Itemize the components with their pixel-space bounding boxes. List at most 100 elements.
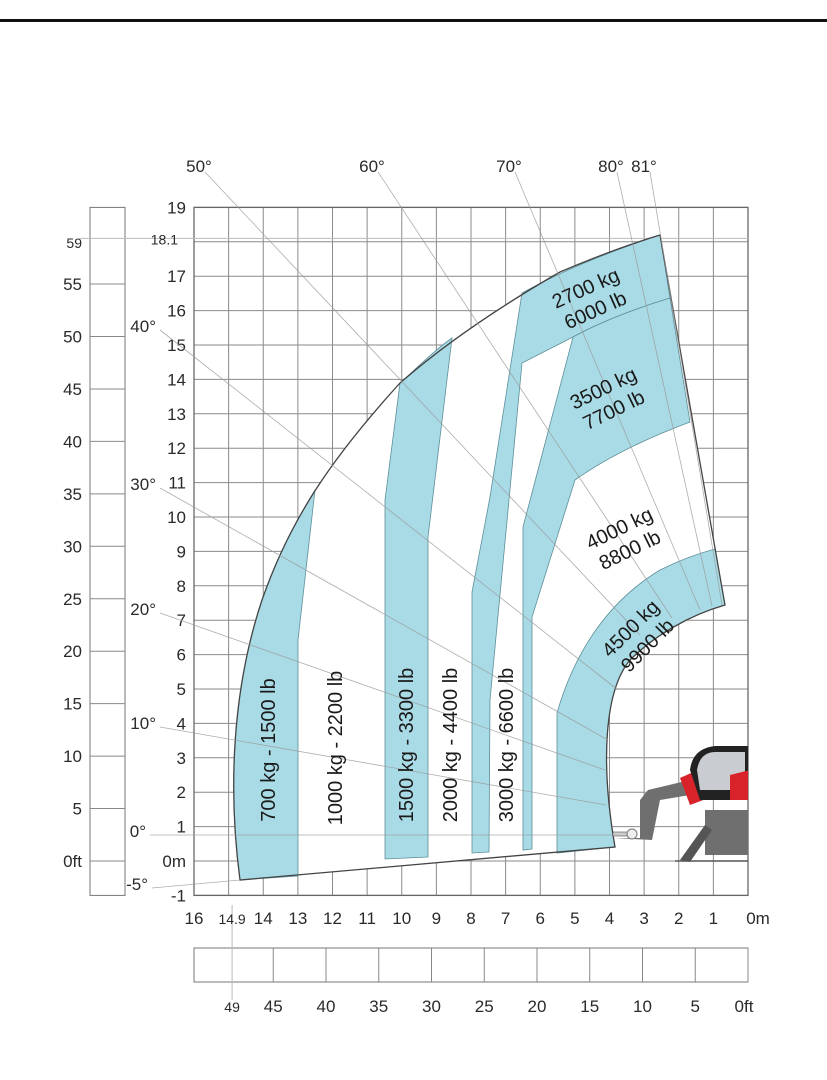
feet-tick-label-y: 30: [63, 537, 82, 556]
feet-tick-label-x: 35: [369, 997, 388, 1016]
y-tick-label: 0m: [162, 852, 186, 871]
feet-tick-label-y: 59: [66, 235, 82, 251]
fork-shape: [612, 831, 629, 837]
telehandler-illustration: [612, 746, 748, 862]
angle-line: [159, 487, 609, 741]
x-tick-label: 4: [605, 909, 614, 928]
angle-label: 0°: [130, 822, 146, 841]
x-tick-label: 6: [536, 909, 545, 928]
feet-tick-label-x: 10: [633, 997, 652, 1016]
x-tick-label: 1: [709, 909, 718, 928]
feet-tick-label-y: 45: [63, 380, 82, 399]
zone-label-3000kg: 3000 kg - 6600 lb: [496, 668, 518, 823]
y-tick-label: 8: [177, 577, 186, 596]
zone-label-2000kg: 2000 kg - 4400 lb: [440, 668, 462, 823]
load-zones: [233, 234, 726, 881]
angle-line: [159, 726, 607, 806]
body-red-shape: [730, 770, 748, 800]
feet-tick-label-y: 15: [63, 695, 82, 714]
x-tick-label: 8: [466, 909, 475, 928]
fork-carriage-shape: [626, 828, 638, 840]
angle-line: [649, 171, 723, 606]
y-tick-label: 3: [177, 749, 186, 768]
angle-label: 10°: [130, 714, 156, 733]
grid-frame: [193, 206, 749, 897]
y-tick-label: 12: [167, 439, 186, 458]
labels: 700 kg - 1500 lb 1000 kg - 2200 lb 1500 …: [258, 264, 679, 826]
feet-tick-label-x: 15: [580, 997, 599, 1016]
x-tick-label: 10: [392, 909, 411, 928]
x-tick-label: 16: [185, 909, 204, 928]
y-tick-label: 13: [167, 405, 186, 424]
angle-label: 30°: [130, 475, 156, 494]
feet-tick-label-x: 49: [224, 999, 240, 1015]
angle-line: [151, 879, 241, 889]
feet-tick-label-y: 40: [63, 432, 82, 451]
x-tick-label: 14.9: [218, 911, 245, 927]
feet-tick-label-y: 55: [63, 275, 82, 294]
angle-label: 20°: [130, 600, 156, 619]
y-tick-label: 10: [167, 508, 186, 527]
x-tick-label: 9: [432, 909, 441, 928]
angle-line: [514, 171, 701, 611]
zone-label-1000kg: 1000 kg - 2200 lb: [325, 671, 347, 826]
angle-label: 50°: [186, 157, 212, 176]
angle-line: [204, 171, 641, 636]
feet-tick-label-x: 25: [475, 997, 494, 1016]
y-tick-label: 15: [167, 336, 186, 355]
feet-tick-label-y: 35: [63, 485, 82, 504]
feet-scale-vertical: [89, 206, 126, 896]
x-tick-label: 11: [358, 909, 376, 928]
x-tick-label: 13: [288, 909, 307, 928]
zone-label-1500kg: 1500 kg - 3300 lb: [396, 668, 418, 823]
y-tick-label: 18.1: [151, 231, 178, 247]
x-tick-label: 5: [570, 909, 579, 928]
y-tick-label: 2: [177, 783, 186, 802]
y-tick-label: 9: [177, 542, 186, 561]
feet-tick-label-x: 20: [528, 997, 547, 1016]
angle-label: 80°: [598, 157, 624, 176]
angle-label: 60°: [359, 157, 385, 176]
angle-label: -5°: [126, 875, 148, 894]
y-tick-label: 17: [167, 267, 186, 286]
feet-tick-label-x: 45: [264, 997, 283, 1016]
top-divider: [0, 19, 827, 22]
feet-tick-label-y: 0ft: [63, 852, 82, 871]
y-tick-label: 19: [167, 198, 186, 217]
chassis-shape: [705, 810, 748, 855]
envelope-outline: [233, 234, 726, 881]
angle-line: [159, 329, 619, 691]
angle-label: 81°: [631, 157, 657, 176]
angle-line: [377, 171, 673, 619]
angle-label: 70°: [496, 157, 522, 176]
angle-line: [616, 171, 713, 607]
y-tick-label: 5: [177, 680, 186, 699]
feet-tick-label-x: 40: [317, 997, 336, 1016]
x-tick-label: 14: [254, 909, 273, 928]
feet-tick-label-x: 5: [691, 997, 700, 1016]
angle-lines: 50° 60° 70° 80° 81° 40° 30° 20° 10° 0° -5°: [126, 157, 723, 894]
zone-3500kg: [522, 297, 691, 851]
y-tick-label: 11: [168, 474, 186, 493]
y-tick-label: 16: [167, 302, 186, 321]
feet-tick-label-x: 0ft: [735, 997, 754, 1016]
feet-tick-label-y: 10: [63, 747, 82, 766]
y-tick-label: 4: [177, 714, 186, 733]
y-tick-label: 14: [167, 370, 186, 389]
feet-tick-label-y: 5: [73, 800, 82, 819]
y-tick-label: 6: [177, 646, 186, 665]
feet-scale-horizontal: [193, 947, 749, 983]
stabilizer-shape: [680, 825, 712, 862]
x-tick-label: 3: [639, 909, 648, 928]
angle-label: 40°: [130, 317, 156, 336]
boom-arm-shape: [615, 780, 690, 840]
zone-label-700kg: 700 kg - 1500 lb: [258, 678, 280, 821]
x-tick-label: 12: [323, 909, 342, 928]
feet-tick-label-x: 30: [422, 997, 441, 1016]
x-tick-label: 7: [501, 909, 510, 928]
angle-line: [159, 612, 606, 771]
y-tick-label: -1: [171, 886, 186, 905]
y-tick-label: 1: [177, 818, 186, 837]
